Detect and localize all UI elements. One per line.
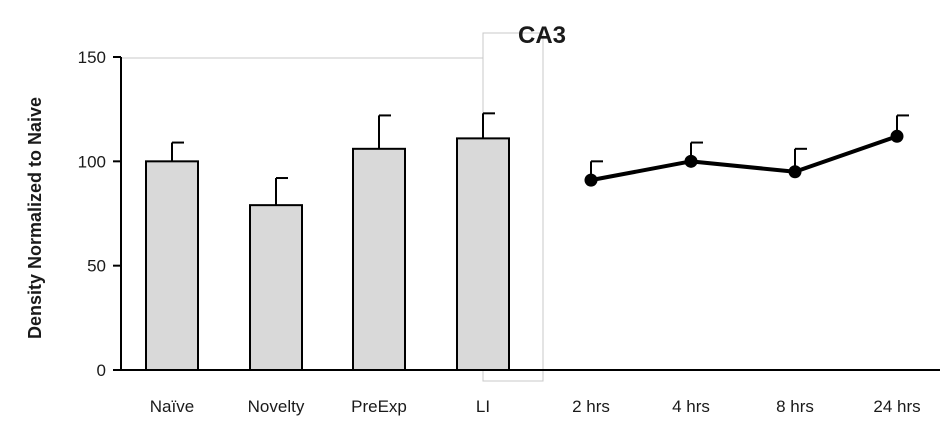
bar-category-label: PreExp xyxy=(351,397,407,416)
y-axis-label: Density Normalized to Naive xyxy=(25,97,45,339)
bar xyxy=(145,160,199,371)
bar xyxy=(456,137,510,371)
data-point xyxy=(684,154,698,168)
y-tick-label: 0 xyxy=(97,361,106,380)
data-point xyxy=(584,173,598,187)
bar-category-label: Naïve xyxy=(150,397,194,416)
bar-category-label: LI xyxy=(476,397,490,416)
bar-category-label: Novelty xyxy=(248,397,305,416)
series-line xyxy=(590,134,898,183)
line-category-label: 24 hrs xyxy=(873,397,920,416)
line-category-label: 8 hrs xyxy=(776,397,814,416)
y-ticks: 0 50 100 150 xyxy=(78,48,121,380)
data-point xyxy=(788,165,802,179)
bar-category-labels: Naïve Novelty PreExp LI xyxy=(150,397,490,416)
line-category-label: 4 hrs xyxy=(672,397,710,416)
bar xyxy=(352,147,406,371)
line-category-labels: 2 hrs 4 hrs 8 hrs 24 hrs xyxy=(572,397,921,416)
y-tick-label: 100 xyxy=(78,152,106,171)
bar xyxy=(249,204,303,371)
data-point xyxy=(890,129,904,143)
bar-error-bars xyxy=(171,112,495,206)
chart-title: CA3 xyxy=(518,22,566,49)
line-category-label: 2 hrs xyxy=(572,397,610,416)
bars xyxy=(145,137,510,371)
line-series xyxy=(584,129,904,187)
y-tick-label: 150 xyxy=(78,48,106,67)
y-tick-label: 50 xyxy=(87,257,106,276)
